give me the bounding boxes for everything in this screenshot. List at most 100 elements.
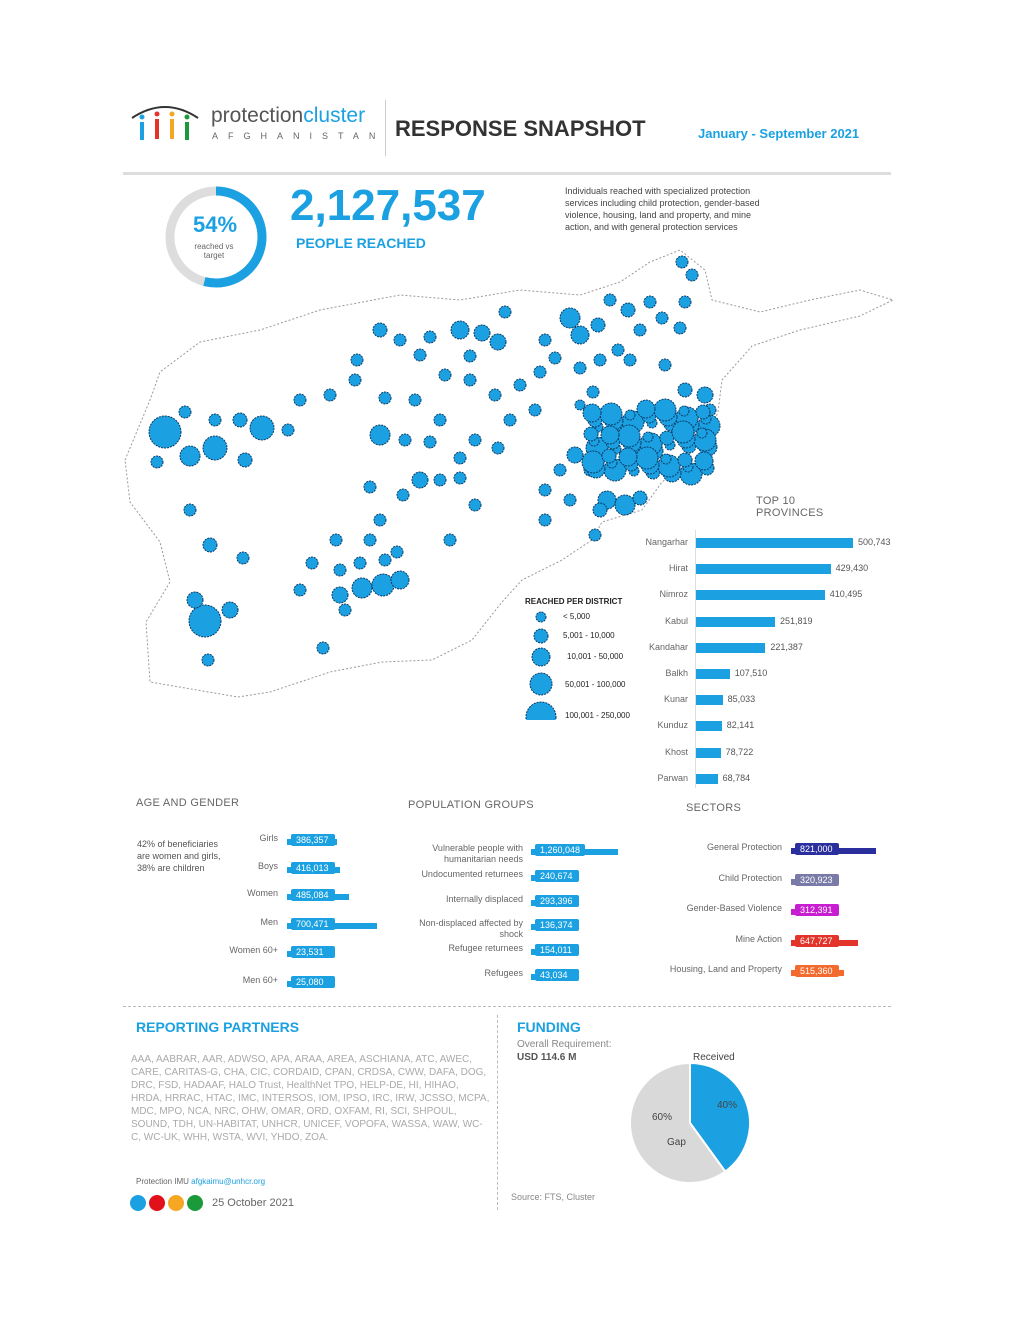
- bar-label: Men 60+: [242, 975, 278, 985]
- district-bubble: [293, 393, 307, 407]
- district-bubble: [433, 413, 447, 427]
- district-bubble: [398, 433, 412, 447]
- bar-value: 154,011: [535, 944, 579, 956]
- pie-label-received: Received: [693, 1052, 735, 1063]
- age-gender-note: 42% of beneficiaries are women and girls…: [137, 839, 221, 873]
- reporting-partners-title: REPORTING PARTNERS: [136, 1019, 300, 1035]
- district-bubble: [202, 537, 218, 553]
- bar-value: 293,396: [535, 895, 579, 907]
- district-bubble: [331, 586, 349, 604]
- district-bubble: [643, 295, 657, 309]
- district-bubble: [673, 321, 687, 335]
- district-bubble: [316, 641, 330, 655]
- district-bubble: [186, 591, 204, 609]
- district-bubble: [390, 570, 410, 590]
- page-title: RESPONSE SNAPSHOT: [395, 116, 646, 141]
- district-bubble: [351, 577, 373, 599]
- district-bubble: [305, 556, 319, 570]
- district-bubble: [323, 388, 337, 402]
- district-bubble: [221, 601, 239, 619]
- district-bubble: [390, 545, 404, 559]
- district-bubble: [538, 333, 552, 347]
- district-bubble: [618, 447, 638, 467]
- district-bubble: [696, 427, 708, 439]
- district-bubble: [601, 448, 617, 464]
- district-bubble: [378, 553, 392, 567]
- logo-word-1: protection: [211, 104, 304, 127]
- map-legend-item: 100,001 - 250,000: [565, 711, 630, 720]
- district-bubble: [438, 368, 452, 382]
- district-bubble: [372, 322, 388, 338]
- bar-fill: [287, 951, 291, 957]
- district-bubble: [468, 498, 482, 512]
- district-bubble: [696, 386, 714, 404]
- district-bubble: [353, 556, 367, 570]
- district-bubble: [538, 483, 552, 497]
- bar-value: 416,013: [291, 862, 335, 874]
- bar-value: 23,531: [291, 946, 335, 958]
- district-bubble: [453, 471, 467, 485]
- bar-label: Men: [260, 917, 278, 927]
- bar-label: Vulnerable people with humanitarian need…: [432, 843, 523, 864]
- district-bubble: [624, 409, 636, 421]
- province-value: 251,819: [779, 615, 813, 626]
- bar-fill: [531, 974, 535, 980]
- bar-label: General Protection: [706, 842, 782, 852]
- percent-reached: 54%: [192, 212, 238, 237]
- district-bubble: [236, 551, 250, 565]
- percent-caption: reached vs target: [194, 242, 234, 260]
- bar-label: Women 60+: [229, 945, 278, 955]
- column-divider: [497, 1015, 498, 1210]
- province-label: Hirat: [668, 563, 688, 574]
- district-bubble: [443, 533, 457, 547]
- bar-value: 515,360: [795, 965, 839, 977]
- district-bubble: [620, 302, 636, 318]
- district-bubble: [178, 405, 192, 419]
- province-bar: [696, 590, 825, 601]
- bar-value: 320,923: [795, 873, 839, 886]
- logo-subtitle: AFGHANISTAN: [212, 131, 386, 141]
- requirement-label: Overall Requirement:: [517, 1039, 612, 1050]
- district-bubble: [408, 393, 422, 407]
- top-provinces-title: TOP 10 PROVINCES: [756, 495, 824, 519]
- district-bubble: [396, 488, 410, 502]
- district-bubble: [202, 435, 228, 461]
- contact-email-link[interactable]: afgkaimu@unhcr.org: [191, 1177, 266, 1186]
- province-bar: [696, 642, 766, 653]
- district-bubble: [188, 604, 222, 638]
- province-label: Parwan: [657, 772, 688, 783]
- district-bubble: [453, 451, 467, 465]
- legend-bubble: [525, 701, 557, 720]
- district-bubble: [237, 452, 253, 468]
- funding-title: FUNDING: [517, 1019, 581, 1035]
- district-bubble: [378, 391, 392, 405]
- province-value: 68,784: [722, 772, 751, 783]
- bar-value: 43,034: [535, 969, 579, 981]
- pie-value-gap: 60%: [652, 1112, 673, 1123]
- district-bubble: [423, 330, 437, 344]
- bar-label: Internally displaced: [445, 894, 523, 904]
- map-legend-item: 10,001 - 50,000: [567, 652, 624, 661]
- reporting-period: January - September 2021: [698, 126, 860, 141]
- district-bubble: [671, 420, 695, 444]
- sectors-title: SECTORS: [686, 802, 742, 814]
- district-bubble: [423, 435, 437, 449]
- bar-label: Non-displaced affected by shock: [419, 918, 523, 939]
- district-bubble: [695, 404, 711, 420]
- summary-description: Individuals reached with specialized pro…: [565, 186, 760, 232]
- contact-line: Protection IMU afgkaimu@unhcr.org: [136, 1177, 265, 1186]
- map-legend-item: < 5,000: [563, 612, 590, 621]
- people-reached-total: 2,127,537: [290, 181, 486, 230]
- bar-value: 240,674: [535, 869, 579, 882]
- district-bubble: [655, 311, 669, 325]
- district-bubble: [371, 573, 395, 597]
- province-value: 221,387: [770, 641, 803, 652]
- district-bubble: [249, 415, 275, 441]
- bar-value: 647,727: [795, 934, 839, 947]
- bar-label: Girls: [259, 833, 279, 843]
- district-bubble: [566, 446, 584, 464]
- district-bubble: [563, 493, 577, 507]
- district-bubble: [468, 433, 482, 447]
- province-label: Nangarhar: [645, 537, 688, 547]
